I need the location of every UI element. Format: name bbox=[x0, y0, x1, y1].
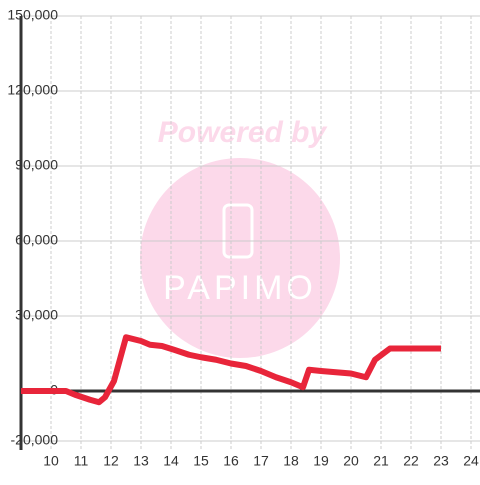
x-tick-label: 15 bbox=[193, 453, 209, 469]
watermark-icon bbox=[222, 203, 254, 259]
x-tick-label: 17 bbox=[253, 453, 269, 469]
x-tick-label: 16 bbox=[223, 453, 239, 469]
y-tick-label: 150,000 bbox=[7, 7, 58, 23]
x-tick-label: 14 bbox=[163, 453, 179, 469]
y-tick-label: 30,000 bbox=[15, 307, 58, 323]
y-tick-label: -20,000 bbox=[11, 432, 59, 448]
y-tick-label: 120,000 bbox=[7, 82, 58, 98]
x-tick-label: 21 bbox=[373, 453, 389, 469]
watermark-text: Powered by bbox=[158, 116, 328, 149]
x-tick-label: 13 bbox=[133, 453, 149, 469]
x-tick-label: 18 bbox=[283, 453, 299, 469]
x-tick-label: 22 bbox=[403, 453, 419, 469]
data-line bbox=[21, 334, 441, 406]
x-tick-label: 20 bbox=[343, 453, 359, 469]
x-tick-label: 23 bbox=[433, 453, 449, 469]
watermark: Powered by PAPIMO bbox=[140, 116, 340, 358]
x-tick-label: 11 bbox=[74, 453, 89, 469]
x-tick-label: 12 bbox=[103, 453, 119, 469]
y-tick-label: 90,000 bbox=[15, 157, 58, 173]
y-tick-label: 60,000 bbox=[15, 232, 58, 248]
x-tick-label: 10 bbox=[43, 453, 59, 469]
x-tick-label: 24 bbox=[463, 453, 479, 469]
x-tick-label: 19 bbox=[313, 453, 329, 469]
watermark-logo: PAPIMO bbox=[163, 269, 317, 307]
